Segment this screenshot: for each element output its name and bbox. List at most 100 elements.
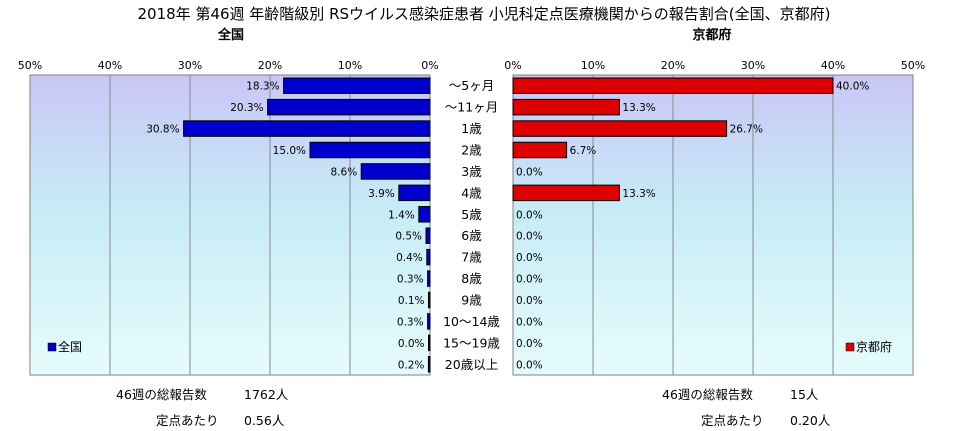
footer-right-per-value: 0.20人 [790,413,831,428]
left-tick-label: 10% [338,59,362,72]
right-tick-label: 50% [901,59,925,72]
left-tick-label: 40% [98,59,122,72]
left-bar [425,227,431,244]
right-bar [512,184,620,202]
category-label: 9歳 [461,293,482,308]
footer-left-total: 46週の総報告数 1762人 [116,384,288,403]
right-bar-value: 13.3% [622,188,655,200]
left-bar [427,270,431,287]
left-bar [427,313,431,330]
left-bar-value: 8.6% [331,166,358,178]
right-bar-value: 0.0% [516,359,543,371]
right-tick-label: 20% [661,59,685,72]
left-bar [267,98,431,116]
category-label: 20歳以上 [445,357,498,372]
right-bar-value: 0.0% [516,295,543,307]
right-bar-value: 0.0% [516,166,543,178]
footer-left-per: 定点あたり 0.56人 [156,410,284,429]
right-bar-value: 0.0% [516,252,543,264]
right-panel-title: 京都府 [692,27,731,43]
right-tick-label: 10% [581,59,605,72]
left-tick-label: 20% [258,59,282,72]
right-bar-value: 26.7% [730,124,763,136]
left-bar [398,184,431,202]
left-bar-value: 1.4% [388,209,415,221]
left-bar-value: 18.3% [246,81,279,93]
category-label: 8歳 [461,271,482,286]
footer-left-per-label: 定点あたり [156,413,219,428]
legend-left-label: 全国 [58,339,82,354]
left-bar-value: 30.8% [146,124,179,136]
left-bar [360,163,431,180]
legend-right: 京都府 [845,339,892,354]
footer-right-per: 定点あたり 0.20人 [701,410,830,429]
left-bar [428,291,431,309]
right-bar-value: 0.0% [516,316,543,328]
right-axis-ticks: 0% 10% 20% 30% 40% 50% [504,59,925,72]
left-tick-label: 30% [178,59,202,72]
left-bar [426,248,431,266]
right-bar [512,77,834,94]
left-bar-value: 0.3% [397,274,424,286]
right-bar-value: 0.0% [516,338,543,350]
footer-left-per-value: 0.56人 [244,413,285,428]
right-bar [512,98,620,116]
left-bar [183,120,431,137]
left-plot-area [29,74,431,376]
left-panel-title: 全国 [217,27,244,43]
legend-left-swatch [47,342,57,352]
footer-right-total-label: 46週の総報告数 [662,387,753,402]
left-tick-label: 0% [421,59,438,72]
left-bar-value: 3.9% [368,188,395,200]
category-label: 7歳 [461,250,482,265]
category-label: 5歳 [461,207,482,222]
right-bar-value: 6.7% [570,145,597,157]
footer-right-total: 46週の総報告数 15人 [662,384,818,403]
left-bars [183,77,431,373]
right-bar-value: 0.0% [516,231,543,243]
chart-title: 2018年 第46週 年齢階級別 RSウイルス感染症患者 小児科定点医療機関から… [138,5,831,23]
right-plot-area [512,74,914,376]
left-bar-value: 0.4% [396,252,423,264]
right-bar-value: 0.0% [516,274,543,286]
category-label: ～11ヶ月 [445,100,498,115]
category-label: 6歳 [461,228,482,243]
footer-left-total-label: 46週の総報告数 [116,387,207,402]
right-bars [512,77,834,202]
left-tick-label: 50% [18,59,42,72]
right-bar-value: 0.0% [516,209,543,221]
category-label: 15～19歳 [443,335,500,350]
left-bar [428,334,431,352]
left-bar [283,77,431,94]
left-data-labels: 18.3% 20.3% 30.8% 15.0% 8.6% 3.9% 1.4% 0.5% 0.4%… [146,81,424,372]
right-tick-label: 40% [821,59,845,72]
left-axis-ticks: 50% 40% 30% 20% 10% 0% [18,59,439,72]
right-bar-value: 13.3% [622,102,655,114]
right-bar-value: 40.0% [836,81,869,93]
left-bar-value: 0.1% [398,295,425,307]
right-tick-label: 0% [504,59,521,72]
category-label: 4歳 [461,185,482,200]
left-bar-value: 0.3% [397,316,424,328]
right-data-labels: 40.0% 13.3% 26.7% 6.7% 0.0% 13.3% 0.0% 0.0% 0.0%… [516,81,869,372]
category-label: 2歳 [461,143,482,158]
category-label: 10～14歳 [443,314,500,329]
left-bar-value: 0.2% [398,359,425,371]
left-bar [427,356,431,373]
left-bar-value: 0.0% [398,338,425,350]
footer-right-per-label: 定点あたり [701,413,764,428]
footer-right-total-value: 15人 [790,387,819,402]
right-bar [512,141,568,159]
left-bar [309,141,431,159]
left-bar-value: 0.5% [395,231,422,243]
category-label: 1歳 [461,121,482,136]
left-bar-value: 15.0% [273,145,306,157]
left-bar [418,206,431,223]
right-bar [512,120,728,137]
footer-left-total-value: 1762人 [244,387,289,402]
left-bar-value: 20.3% [230,102,263,114]
legend-right-swatch [845,342,855,352]
legend-right-label: 京都府 [856,339,892,354]
category-label: 3歳 [461,164,482,179]
